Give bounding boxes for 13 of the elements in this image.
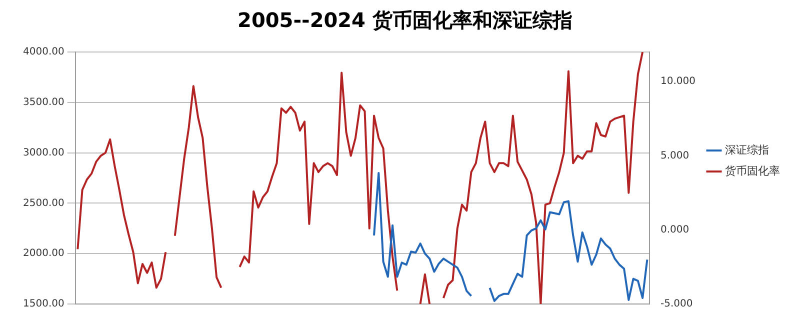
chart-title: 2005--2024 货币固化率和深证综指 [238, 8, 572, 32]
y-tick-label: 3500.00 [22, 96, 64, 108]
y-tick-label: 2000.00 [22, 248, 64, 260]
y-tick-label: 4000.00 [22, 46, 64, 58]
legend-label: 货币固化率 [725, 164, 780, 178]
y-tick-label: 3000.00 [22, 147, 64, 158]
y-tick-label: 2500.00 [22, 198, 64, 209]
legend-label: 深证综指 [725, 143, 769, 156]
y2-tick-label: 10.000 [660, 76, 696, 88]
y2-tick-label: 0.000 [660, 224, 690, 236]
y2-tick-label: -5.000 [660, 298, 693, 310]
y2-tick-label: 5.000 [660, 150, 690, 162]
y-tick-label: 1500.00 [22, 298, 64, 310]
